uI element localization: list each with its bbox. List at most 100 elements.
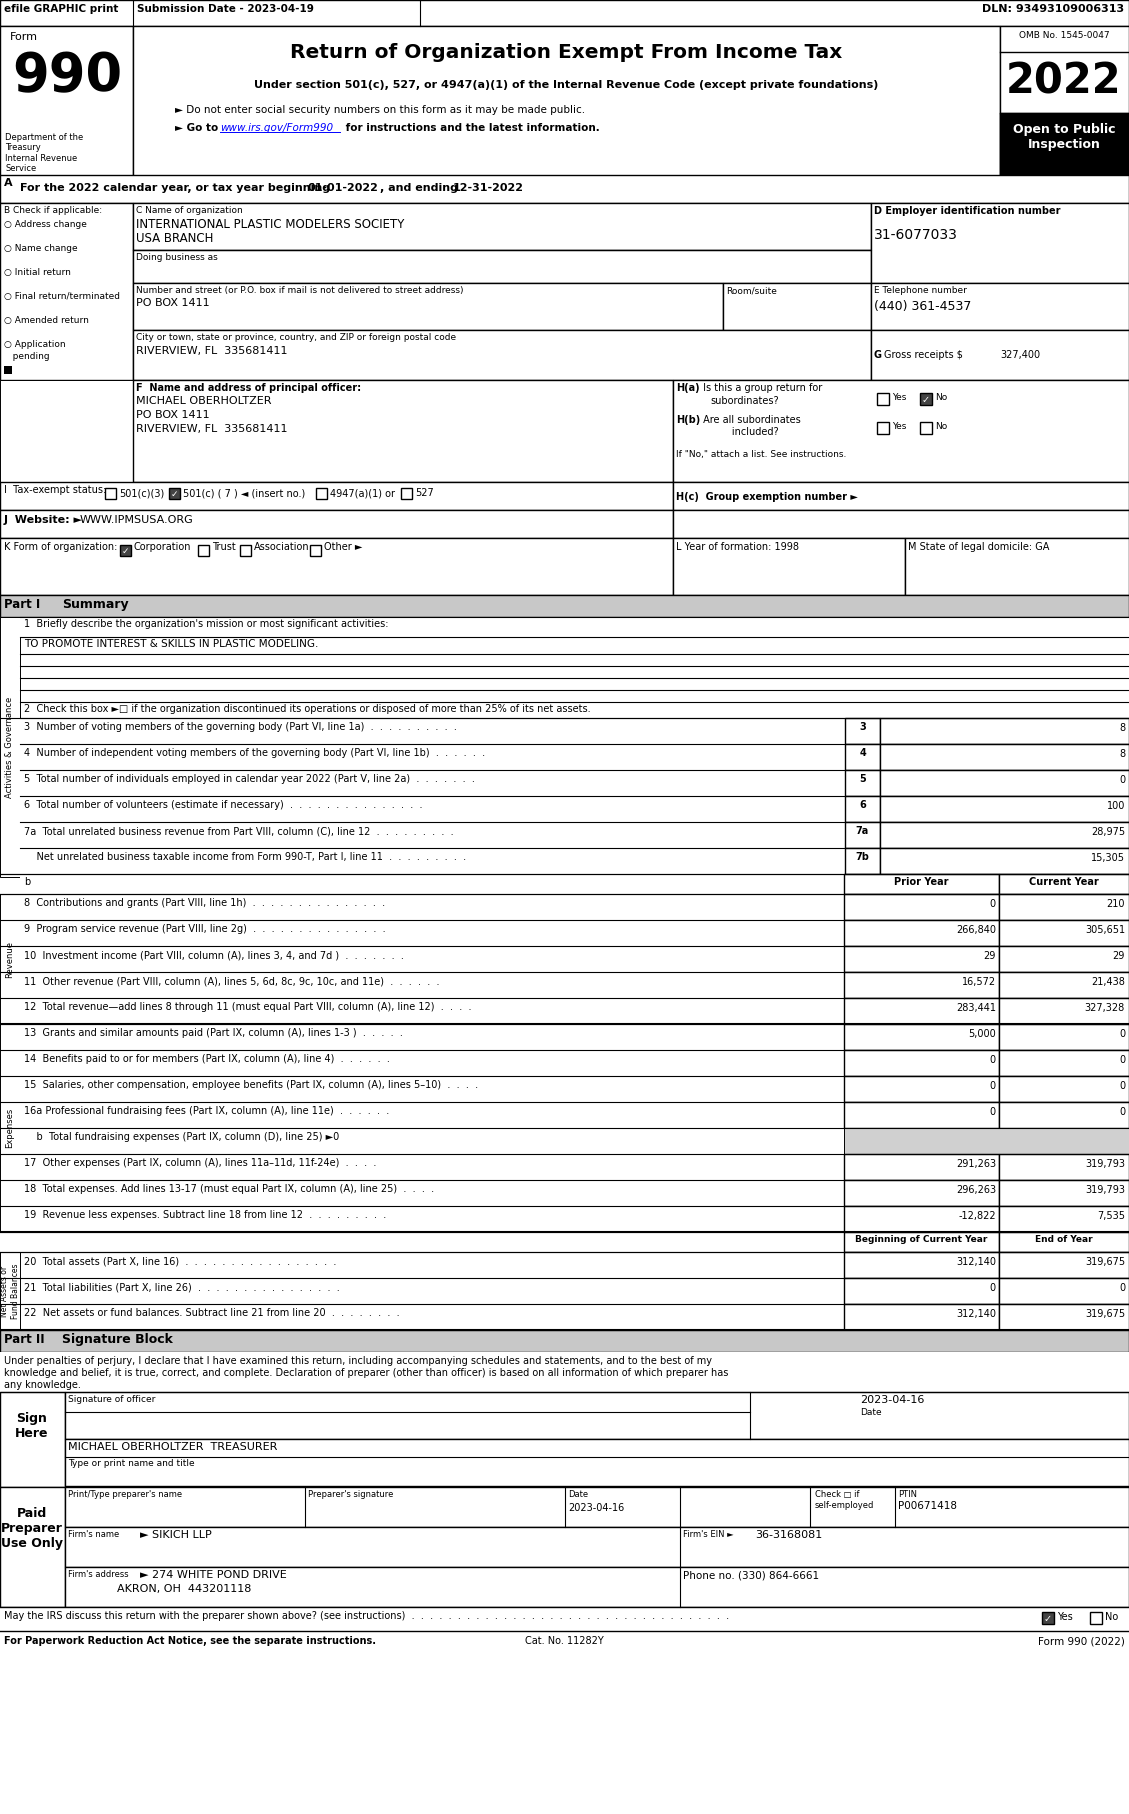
Text: 9  Program service revenue (Part VIII, line 2g)  .  .  .  .  .  .  .  .  .  .  .: 9 Program service revenue (Part VIII, li…	[24, 923, 386, 934]
Text: ✓: ✓	[122, 548, 130, 557]
Text: Expenses: Expenses	[6, 1108, 15, 1148]
Bar	[0, 1391, 65, 1487]
Bar	[133, 379, 673, 483]
Bar	[844, 718, 879, 744]
Bar	[999, 1101, 1129, 1128]
Text: Room/suite: Room/suite	[726, 287, 777, 296]
Text: 0: 0	[1119, 1282, 1124, 1293]
Text: Are all subordinates: Are all subordinates	[700, 415, 800, 424]
Bar	[999, 1232, 1129, 1252]
Text: , and ending: , and ending	[380, 183, 458, 192]
Bar	[0, 174, 1129, 203]
Text: 8: 8	[1119, 749, 1124, 758]
Text: 5: 5	[859, 775, 866, 784]
Bar	[20, 1128, 844, 1154]
Bar	[844, 1304, 999, 1330]
Text: 2  Check this box ►□ if the organization discontinued its operations or disposed: 2 Check this box ►□ if the organization …	[24, 704, 590, 715]
Bar	[844, 1179, 999, 1206]
Text: Department of the
Treasury
Internal Revenue
Service: Department of the Treasury Internal Reve…	[5, 132, 84, 172]
Text: 11  Other revenue (Part VIII, column (A), lines 5, 6d, 8c, 9c, 10c, and 11e)  . : 11 Other revenue (Part VIII, column (A),…	[24, 976, 439, 987]
Text: 15,305: 15,305	[1091, 853, 1124, 863]
Bar	[0, 510, 673, 539]
Text: 7b: 7b	[856, 853, 869, 862]
Text: ► Do not enter social security numbers on this form as it may be made public.: ► Do not enter social security numbers o…	[175, 105, 585, 114]
Text: Prior Year: Prior Year	[894, 876, 948, 887]
Text: 4: 4	[859, 747, 866, 758]
Text: H(c)  Group exemption number ►: H(c) Group exemption number ►	[676, 492, 858, 502]
Bar	[133, 203, 870, 250]
Text: 29: 29	[983, 951, 996, 961]
Bar	[844, 894, 999, 920]
Bar	[844, 1050, 999, 1076]
Text: 31-6077033: 31-6077033	[874, 229, 957, 241]
Bar	[999, 1279, 1129, 1304]
Text: 5  Total number of individuals employed in calendar year 2022 (Part V, line 2a) : 5 Total number of individuals employed i…	[24, 775, 475, 784]
Bar	[844, 1101, 999, 1128]
Text: 8  Contributions and grants (Part VIII, line 1h)  .  .  .  .  .  .  .  .  .  .  : 8 Contributions and grants (Part VIII, l…	[24, 898, 385, 909]
Bar	[0, 1330, 1129, 1351]
Bar	[0, 1252, 20, 1330]
Text: 29: 29	[1112, 951, 1124, 961]
Text: F  Name and address of principal officer:: F Name and address of principal officer:	[135, 383, 361, 394]
Text: OMB No. 1545-0047: OMB No. 1545-0047	[1018, 31, 1110, 40]
Text: ○ Address change: ○ Address change	[5, 219, 87, 229]
Bar	[844, 874, 999, 894]
Bar	[0, 1607, 1129, 1631]
Bar	[0, 617, 20, 876]
Bar	[20, 945, 844, 972]
Bar	[20, 1023, 844, 1050]
Text: Under section 501(c), 527, or 4947(a)(1) of the Internal Revenue Code (except pr: Under section 501(c), 527, or 4947(a)(1)…	[254, 80, 878, 91]
Text: 327,400: 327,400	[1000, 350, 1040, 359]
Text: AKRON, OH  443201118: AKRON, OH 443201118	[68, 1584, 252, 1595]
Text: efile GRAPHIC print: efile GRAPHIC print	[5, 4, 119, 15]
Bar	[844, 945, 999, 972]
Text: WWW.IPMSUSA.ORG: WWW.IPMSUSA.ORG	[80, 515, 194, 524]
Text: Net Assets or
Fund Balances: Net Assets or Fund Balances	[0, 1263, 19, 1319]
Text: 0: 0	[1119, 775, 1124, 785]
Text: 0: 0	[990, 1081, 996, 1090]
Text: Corporation: Corporation	[134, 542, 192, 551]
Text: 527: 527	[415, 488, 434, 499]
Text: TO PROMOTE INTEREST & SKILLS IN PLASTIC MODELING.: TO PROMOTE INTEREST & SKILLS IN PLASTIC …	[24, 639, 318, 649]
Text: Preparer's signature: Preparer's signature	[308, 1489, 393, 1498]
Bar	[673, 483, 1129, 510]
Bar	[65, 1439, 1129, 1486]
Bar	[673, 379, 1129, 483]
Text: H(b): H(b)	[676, 415, 700, 424]
Text: -12,822: -12,822	[959, 1212, 996, 1221]
Text: 3: 3	[859, 722, 866, 733]
Bar	[20, 1232, 844, 1252]
Bar	[844, 822, 879, 847]
Bar	[844, 1076, 999, 1101]
Text: L Year of formation: 1998: L Year of formation: 1998	[676, 542, 799, 551]
Text: 14  Benefits paid to or for members (Part IX, column (A), line 4)  .  .  .  .  .: 14 Benefits paid to or for members (Part…	[24, 1054, 390, 1065]
Text: No: No	[1105, 1613, 1118, 1622]
Bar	[133, 283, 723, 330]
Text: 4947(a)(1) or: 4947(a)(1) or	[330, 488, 395, 499]
Bar	[844, 920, 999, 945]
Text: RIVERVIEW, FL  335681411: RIVERVIEW, FL 335681411	[135, 346, 288, 356]
Text: G: G	[874, 350, 882, 359]
Bar	[673, 539, 905, 595]
Text: 2023-04-16: 2023-04-16	[860, 1395, 925, 1406]
Bar	[20, 769, 844, 796]
Text: If "No," attach a list. See instructions.: If "No," attach a list. See instructions…	[676, 450, 847, 459]
Text: Form: Form	[10, 33, 38, 42]
Bar	[1000, 112, 1129, 176]
Bar	[870, 203, 1129, 283]
Text: PO BOX 1411: PO BOX 1411	[135, 297, 210, 308]
Text: 312,140: 312,140	[956, 1257, 996, 1266]
Bar	[20, 874, 844, 894]
Text: INTERNATIONAL PLASTIC MODELERS SOCIETY: INTERNATIONAL PLASTIC MODELERS SOCIETY	[135, 218, 404, 230]
Text: Part II: Part II	[5, 1333, 45, 1346]
Text: Yes: Yes	[892, 394, 907, 403]
Bar	[999, 998, 1129, 1023]
Bar	[844, 1154, 999, 1179]
Text: self-employed: self-employed	[815, 1500, 874, 1509]
Bar	[844, 1128, 1129, 1154]
Bar	[0, 1351, 1129, 1408]
Bar	[999, 1154, 1129, 1179]
Bar	[20, 822, 844, 847]
Text: b  Total fundraising expenses (Part IX, column (D), line 25) ►0: b Total fundraising expenses (Part IX, c…	[24, 1132, 339, 1143]
Text: 319,675: 319,675	[1085, 1310, 1124, 1319]
